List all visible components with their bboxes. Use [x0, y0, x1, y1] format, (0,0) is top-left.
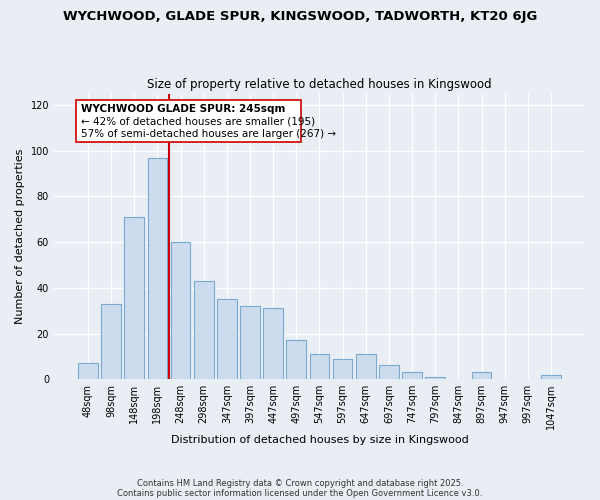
Bar: [101, 304, 121, 379]
Text: ← 42% of detached houses are smaller (195): ← 42% of detached houses are smaller (19…: [81, 116, 315, 126]
Text: 57% of semi-detached houses are larger (267) →: 57% of semi-detached houses are larger (…: [81, 129, 336, 139]
Bar: [425, 377, 445, 379]
Bar: [124, 217, 144, 379]
Bar: [170, 242, 190, 379]
Bar: [541, 374, 561, 379]
Bar: [148, 158, 167, 379]
Bar: [379, 366, 399, 379]
Text: WYCHWOOD, GLADE SPUR, KINGSWOOD, TADWORTH, KT20 6JG: WYCHWOOD, GLADE SPUR, KINGSWOOD, TADWORT…: [63, 10, 537, 23]
Bar: [263, 308, 283, 379]
X-axis label: Distribution of detached houses by size in Kingswood: Distribution of detached houses by size …: [170, 435, 469, 445]
Text: Contains HM Land Registry data © Crown copyright and database right 2025.: Contains HM Land Registry data © Crown c…: [137, 478, 463, 488]
Bar: [356, 354, 376, 379]
Title: Size of property relative to detached houses in Kingswood: Size of property relative to detached ho…: [147, 78, 492, 91]
Text: WYCHWOOD GLADE SPUR: 245sqm: WYCHWOOD GLADE SPUR: 245sqm: [81, 104, 286, 114]
Y-axis label: Number of detached properties: Number of detached properties: [15, 148, 25, 324]
Bar: [217, 299, 236, 379]
Bar: [78, 363, 98, 379]
Text: Contains public sector information licensed under the Open Government Licence v3: Contains public sector information licen…: [118, 488, 482, 498]
Bar: [472, 372, 491, 379]
FancyBboxPatch shape: [76, 100, 301, 141]
Bar: [194, 281, 214, 379]
Bar: [240, 306, 260, 379]
Bar: [402, 372, 422, 379]
Bar: [286, 340, 306, 379]
Bar: [310, 354, 329, 379]
Bar: [333, 358, 352, 379]
